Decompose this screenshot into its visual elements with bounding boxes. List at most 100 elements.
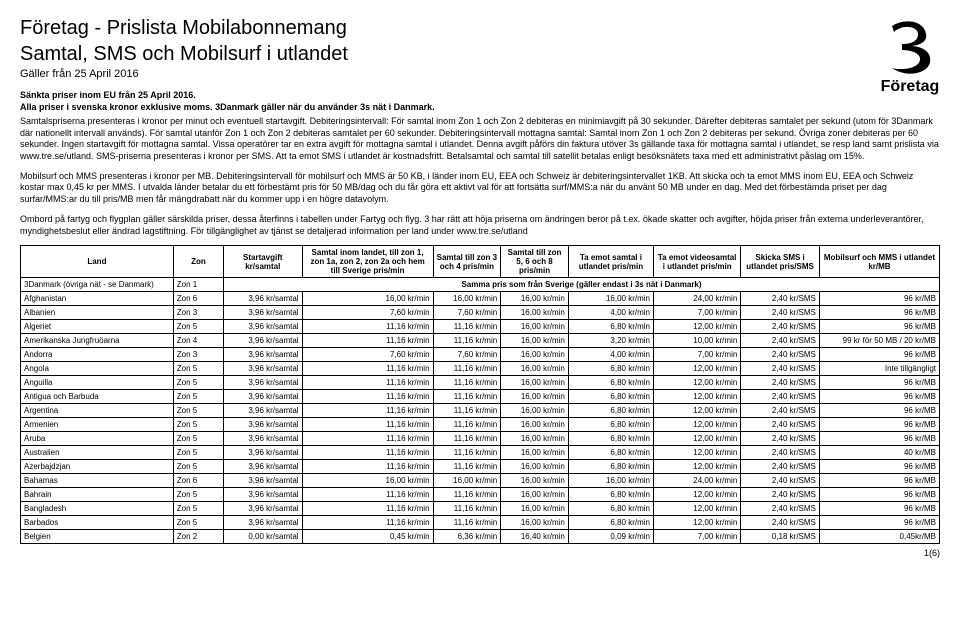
- table-cell: 6,80 kr/min: [568, 432, 653, 446]
- table-cell: 6,80 kr/min: [568, 460, 653, 474]
- table-cell: 7,60 kr/min: [433, 348, 501, 362]
- table-col-header: Skicka SMS i utlandet pris/SMS: [741, 246, 820, 278]
- table-cell: 11,16 kr/min: [433, 320, 501, 334]
- cell-land: 3Danmark (övriga nät - se Danmark): [21, 278, 174, 292]
- table-cell: 16,00 kr/min: [433, 474, 501, 488]
- table-cell: 3,96 kr/samtal: [224, 306, 303, 320]
- table-cell: 2,40 kr/SMS: [741, 306, 820, 320]
- table-cell: 6,80 kr/min: [568, 390, 653, 404]
- table-cell: Azerbajdzjan: [21, 460, 174, 474]
- table-col-header: Mobilsurf och MMS i utlandet kr/MB: [819, 246, 939, 278]
- table-row: AzerbajdzjanZon 53,96 kr/samtal11,16 kr/…: [21, 460, 940, 474]
- table-cell: Inte tillgängligt: [819, 362, 939, 376]
- table-cell: 24,00 kr/min: [653, 292, 740, 306]
- table-col-header: Ta emot videosamtal i utlandet pris/min: [653, 246, 740, 278]
- table-cell: 11,16 kr/min: [302, 320, 433, 334]
- table-cell: 11,16 kr/min: [433, 460, 501, 474]
- table-cell: 16,00 kr/min: [501, 418, 569, 432]
- table-cell: 16,00 kr/min: [501, 502, 569, 516]
- table-cell: 12,00 kr/min: [653, 362, 740, 376]
- table-cell: 16,00 kr/min: [501, 320, 569, 334]
- table-row: AngolaZon 53,96 kr/samtal11,16 kr/min11,…: [21, 362, 940, 376]
- table-cell: 6,36 kr/min: [433, 530, 501, 544]
- table-row: ArgentinaZon 53,96 kr/samtal11,16 kr/min…: [21, 404, 940, 418]
- table-cell: 2,40 kr/SMS: [741, 334, 820, 348]
- table-cell: 11,16 kr/min: [433, 516, 501, 530]
- table-cell: 16,00 kr/min: [501, 348, 569, 362]
- table-cell: 2,40 kr/SMS: [741, 376, 820, 390]
- table-cell: 11,16 kr/min: [433, 362, 501, 376]
- table-cell: 11,16 kr/min: [302, 488, 433, 502]
- table-cell: 3,96 kr/samtal: [224, 516, 303, 530]
- table-cell: 11,16 kr/min: [302, 432, 433, 446]
- table-cell: Zon 5: [173, 418, 223, 432]
- table-row: BangladeshZon 53,96 kr/samtal11,16 kr/mi…: [21, 502, 940, 516]
- table-cell: 11,16 kr/min: [302, 390, 433, 404]
- table-cell: 11,16 kr/min: [302, 334, 433, 348]
- table-cell: 11,16 kr/min: [302, 446, 433, 460]
- table-cell: 3,96 kr/samtal: [224, 320, 303, 334]
- intro-p3: Ombord på fartyg och flygplan gäller sär…: [20, 214, 940, 237]
- table-cell: 6,80 kr/min: [568, 362, 653, 376]
- table-cell: 2,40 kr/SMS: [741, 348, 820, 362]
- table-cell: 96 kr/MB: [819, 404, 939, 418]
- table-cell: 7,60 kr/min: [302, 348, 433, 362]
- table-cell: Zon 5: [173, 320, 223, 334]
- table-cell: 0,09 kr/min: [568, 530, 653, 544]
- table-cell: 12,00 kr/min: [653, 320, 740, 334]
- table-cell: 3,96 kr/samtal: [224, 460, 303, 474]
- table-cell: 2,40 kr/SMS: [741, 460, 820, 474]
- table-cell: 11,16 kr/min: [433, 502, 501, 516]
- table-cell: 11,16 kr/min: [433, 446, 501, 460]
- table-cell: 0,45kr/MB: [819, 530, 939, 544]
- table-cell: Antigua och Barbuda: [21, 390, 174, 404]
- table-cell: Angola: [21, 362, 174, 376]
- table-cell: 2,40 kr/SMS: [741, 418, 820, 432]
- table-cell: 16,00 kr/min: [501, 432, 569, 446]
- table-cell: 0,18 kr/SMS: [741, 530, 820, 544]
- table-cell: Zon 6: [173, 474, 223, 488]
- table-cell: 11,16 kr/min: [302, 516, 433, 530]
- table-cell: 2,40 kr/SMS: [741, 516, 820, 530]
- table-cell: 16,00 kr/min: [302, 474, 433, 488]
- table-cell: 6,80 kr/min: [568, 516, 653, 530]
- table-cell: 3,96 kr/samtal: [224, 432, 303, 446]
- table-cell: 7,00 kr/min: [653, 348, 740, 362]
- table-cell: 96 kr/MB: [819, 488, 939, 502]
- table-col-header: Ta emot samtal i utlandet pris/min: [568, 246, 653, 278]
- table-row: BelgienZon 20,00 kr/samtal0,45 kr/min6,3…: [21, 530, 940, 544]
- table-cell: 12,00 kr/min: [653, 502, 740, 516]
- table-cell: Zon 6: [173, 292, 223, 306]
- table-cell: 3,96 kr/samtal: [224, 446, 303, 460]
- table-cell: Zon 5: [173, 502, 223, 516]
- table-cell: Zon 3: [173, 306, 223, 320]
- table-cell: 3,96 kr/samtal: [224, 348, 303, 362]
- table-header-row: LandZonStartavgift kr/samtalSamtal inom …: [21, 246, 940, 278]
- table-cell: 16,00 kr/min: [501, 404, 569, 418]
- table-cell: 2,40 kr/SMS: [741, 502, 820, 516]
- table-cell: 3,96 kr/samtal: [224, 502, 303, 516]
- cell-zon: Zon 1: [173, 278, 223, 292]
- table-row: ArmenienZon 53,96 kr/samtal11,16 kr/min1…: [21, 418, 940, 432]
- table-cell: 11,16 kr/min: [302, 404, 433, 418]
- table-col-header: Samtal till zon 5, 6 och 8 pris/min: [501, 246, 569, 278]
- table-cell: 7,60 kr/min: [302, 306, 433, 320]
- table-row: Antigua och BarbudaZon 53,96 kr/samtal11…: [21, 390, 940, 404]
- table-cell: Argentina: [21, 404, 174, 418]
- table-row: BarbadosZon 53,96 kr/samtal11,16 kr/min1…: [21, 516, 940, 530]
- table-cell: Zon 5: [173, 376, 223, 390]
- table-cell: Barbados: [21, 516, 174, 530]
- table-cell: 2,40 kr/SMS: [741, 292, 820, 306]
- table-col-header: Zon: [173, 246, 223, 278]
- table-cell: Bahrain: [21, 488, 174, 502]
- table-col-header: Land: [21, 246, 174, 278]
- table-cell: Zon 5: [173, 404, 223, 418]
- table-cell: 11,16 kr/min: [302, 376, 433, 390]
- table-cell: 6,80 kr/min: [568, 446, 653, 460]
- table-cell: 2,40 kr/SMS: [741, 474, 820, 488]
- table-row: AfghanistanZon 63,96 kr/samtal16,00 kr/m…: [21, 292, 940, 306]
- valid-from: Gäller från 25 April 2016: [20, 68, 435, 80]
- table-cell: 12,00 kr/min: [653, 376, 740, 390]
- title-line1: Företag - Prislista Mobilabonnemang: [20, 16, 435, 40]
- table-cell: 16,40 kr/min: [501, 530, 569, 544]
